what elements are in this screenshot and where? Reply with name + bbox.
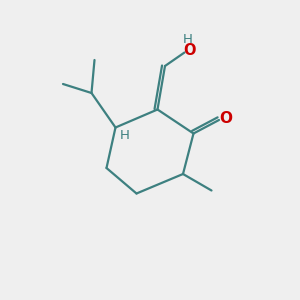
Text: O: O [219,111,232,126]
Text: H: H [183,33,193,46]
Text: H: H [120,129,130,142]
Text: O: O [184,44,196,59]
